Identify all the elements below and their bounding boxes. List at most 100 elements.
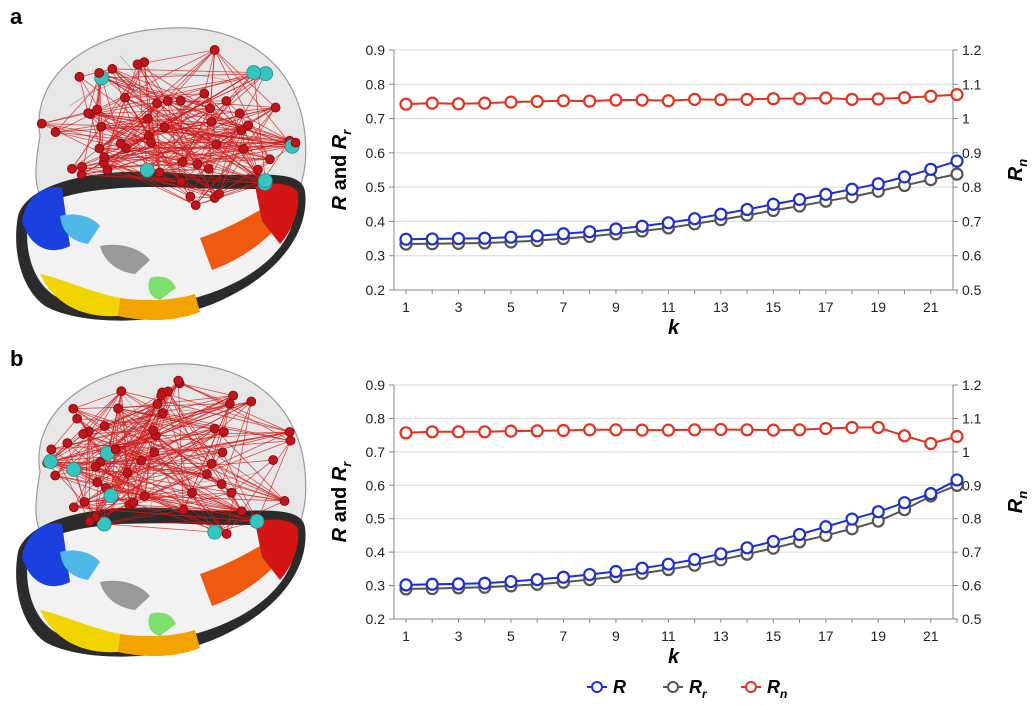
- network-edge: [111, 68, 148, 171]
- network-edge: [112, 68, 254, 73]
- network-edge: [87, 112, 220, 195]
- data-point-rn: [635, 93, 649, 107]
- network-edge: [96, 109, 220, 195]
- data-point-r: [451, 231, 466, 246]
- network-edge: [99, 100, 168, 149]
- hub-node: [207, 524, 223, 540]
- brain-network-image-a: [16, 27, 307, 321]
- x-tick-label: 15: [766, 628, 782, 644]
- y-tick-label-right: 1.2: [962, 42, 982, 58]
- legend-label-rn: Rn: [767, 677, 787, 699]
- hub-node: [43, 454, 58, 469]
- hub-node: [103, 488, 119, 504]
- data-point-rn: [845, 92, 859, 106]
- x-tick-label: 19: [870, 628, 886, 644]
- network-node: [192, 159, 203, 170]
- network-edge: [104, 403, 158, 427]
- network-edge: [222, 452, 258, 522]
- chart-grid: [394, 49, 953, 291]
- network-edge: [90, 113, 296, 144]
- x-tick-label: 7: [560, 299, 568, 315]
- network-edge: [206, 473, 243, 512]
- network-edge: [96, 412, 164, 483]
- data-point-r: [399, 232, 413, 246]
- network-node: [68, 502, 79, 513]
- network-edge: [143, 61, 169, 102]
- series-line-rn: [405, 426, 958, 445]
- data-point-rn: [845, 420, 859, 435]
- network-node: [176, 176, 186, 187]
- data-point-rn: [924, 89, 938, 103]
- data-point-r: [924, 162, 938, 176]
- y-axis-label-left: R and Rr: [330, 129, 354, 211]
- network-edge: [115, 449, 222, 485]
- network-node: [284, 427, 295, 437]
- data-point-rn: [714, 93, 728, 107]
- data-point-rn: [504, 95, 518, 109]
- data-point-rn: [740, 423, 754, 437]
- network-edge: [155, 401, 252, 437]
- network-node: [142, 113, 153, 124]
- y-tick-label-right: 0.7: [962, 544, 982, 560]
- x-tick-label: 19: [870, 299, 886, 315]
- hub-node: [96, 516, 112, 532]
- network-edge: [47, 462, 128, 474]
- network-edge: [81, 174, 182, 183]
- network-edge: [95, 462, 101, 518]
- network-edge: [104, 509, 184, 525]
- network-node: [107, 64, 118, 74]
- network-node: [270, 102, 281, 113]
- y-tick-label-left: 0.9: [366, 42, 386, 58]
- network-node: [72, 413, 83, 424]
- data-point-r: [950, 154, 964, 168]
- network-node: [279, 496, 290, 506]
- data-point-r: [530, 572, 544, 587]
- data-point-r: [688, 212, 702, 226]
- network-node: [162, 96, 173, 106]
- data-point-r: [478, 576, 492, 590]
- data-point-rn: [897, 429, 912, 443]
- brain-region: [148, 612, 176, 636]
- data-point-r: [609, 564, 623, 579]
- hub-node: [257, 173, 273, 189]
- network-edge: [112, 68, 211, 109]
- network-edge: [155, 435, 227, 535]
- network-node: [158, 408, 168, 418]
- y-tick-label-right: 0.6: [962, 578, 982, 594]
- data-point-r: [714, 547, 728, 561]
- data-point-rn: [609, 93, 623, 107]
- network-node: [290, 137, 301, 148]
- network-edge: [137, 49, 215, 65]
- y-tick-label-left: 0.4: [366, 213, 386, 229]
- network-edge: [214, 500, 285, 533]
- network-node: [90, 461, 101, 472]
- network-edge: [55, 107, 211, 133]
- data-point-r: [845, 512, 859, 526]
- network-edge: [161, 392, 193, 493]
- network-node: [120, 92, 130, 103]
- network-edge: [104, 520, 258, 525]
- brain-region: [22, 523, 70, 587]
- network-node: [116, 386, 127, 397]
- network-edge: [121, 390, 164, 414]
- network-edge: [67, 442, 96, 467]
- network-edge: [203, 93, 271, 160]
- y-tick-label-right: 1.1: [962, 410, 982, 426]
- network-edge: [95, 428, 215, 518]
- brain-region: [200, 540, 282, 606]
- data-point-r: [504, 230, 518, 244]
- data-point-rn: [583, 423, 597, 437]
- network-node: [139, 491, 150, 502]
- data-point-rn: [766, 92, 780, 106]
- network-edge: [100, 97, 126, 128]
- data-point-rn: [556, 94, 571, 108]
- network-edge: [167, 391, 208, 475]
- data-point-r: [688, 552, 702, 567]
- network-node: [285, 435, 296, 446]
- network-edge: [214, 428, 285, 502]
- data-point-rn: [688, 92, 702, 106]
- data-point-rn: [609, 423, 623, 437]
- y-tick-label-left: 0.5: [366, 179, 386, 195]
- data-point-rn: [451, 97, 466, 111]
- network-edge: [73, 466, 96, 508]
